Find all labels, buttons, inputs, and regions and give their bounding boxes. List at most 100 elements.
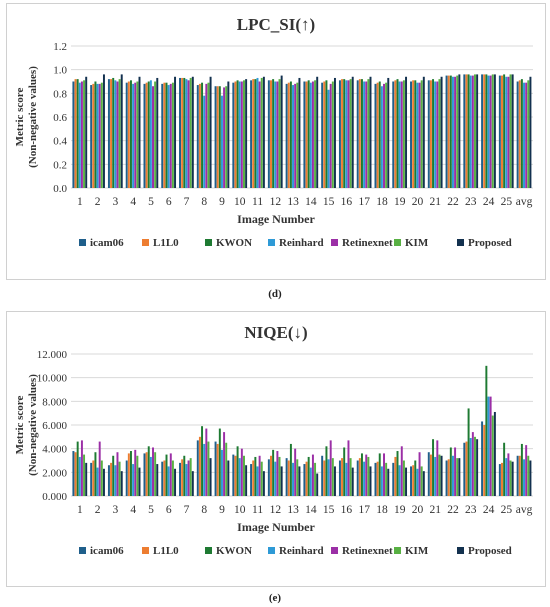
bar-kwon-10 (236, 80, 239, 188)
bar-retinexnet-3 (116, 452, 119, 496)
bar-kim-20 (420, 466, 423, 496)
bar-l1l0-21 (429, 454, 432, 496)
bar-kim-19 (402, 460, 405, 496)
subfigure-label-e: (e) (268, 592, 282, 604)
bar-reinhard-8 (203, 95, 206, 188)
bar-kim-25 (509, 74, 512, 188)
bar-kim-18 (385, 462, 388, 496)
bar-kim-avg (527, 80, 530, 188)
x-tick-label: 1 (77, 504, 83, 516)
bar-retinexnet-23 (471, 75, 474, 188)
legend-label-kim: KIM (405, 237, 429, 249)
bar-kim-10 (243, 80, 245, 188)
bar-icam06-5 (143, 83, 146, 188)
x-tick-label: 22 (447, 504, 459, 516)
bar-retinexnet-11 (258, 455, 261, 496)
bar-proposed-5 (156, 464, 159, 496)
y-axis-label: Metric score (14, 88, 26, 147)
bar-icam06-5 (143, 453, 146, 496)
bar-kim-13 (296, 459, 299, 496)
bar-l1l0-avg (518, 455, 521, 496)
bar-kwon-21 (432, 439, 435, 496)
bar-icam06-7 (179, 462, 181, 496)
bar-proposed-15 (333, 466, 336, 496)
bar-reinhard-24 (487, 396, 490, 496)
x-tick-label: 3 (113, 504, 119, 516)
bar-kwon-17 (360, 453, 363, 496)
bar-proposed-12 (280, 75, 283, 188)
bar-proposed-avg (529, 76, 532, 188)
bar-kim-7 (189, 77, 192, 188)
bar-retinexnet-10 (240, 448, 243, 496)
legend-label-reinhard: Reinhard (279, 237, 324, 249)
bar-retinexnet-16 (347, 80, 350, 188)
x-tick-label: 19 (394, 504, 406, 516)
bar-reinhard-17 (363, 81, 366, 188)
bar-reinhard-24 (487, 75, 490, 188)
bar-l1l0-16 (341, 79, 344, 188)
bar-reinhard-2 (96, 83, 99, 188)
bar-proposed-9 (227, 460, 230, 496)
bar-l1l0-15 (323, 81, 326, 188)
bar-kwon-13 (289, 81, 292, 188)
bar-l1l0-12 (270, 80, 272, 188)
bar-kwon-19 (396, 79, 399, 188)
bar-reinhard-21 (434, 81, 437, 188)
bar-proposed-12 (280, 466, 283, 496)
bar-l1l0-21 (429, 80, 432, 188)
bar-proposed-19 (405, 467, 408, 496)
bar-kwon-12 (272, 79, 275, 188)
x-tick-label: 14 (305, 504, 317, 516)
bar-proposed-22 (458, 74, 461, 188)
bar-reinhard-5 (149, 456, 152, 496)
y-tick-label: 0.000 (42, 491, 67, 503)
bar-retinexnet-5 (152, 86, 154, 188)
bar-kwon-avg (520, 79, 523, 188)
bar-kwon-14 (307, 80, 310, 188)
bar-icam06-25 (498, 464, 501, 496)
y-axis-label: (Non-negative values) (27, 374, 39, 476)
bar-kwon-21 (432, 79, 435, 188)
bar-proposed-1 (85, 462, 88, 496)
bar-proposed-16 (351, 76, 354, 188)
legend-swatch-kim (394, 547, 401, 554)
x-tick-label: 2 (95, 504, 101, 516)
bar-reinhard-6 (167, 85, 170, 188)
bar-reinhard-6 (167, 466, 170, 496)
bar-kim-12 (278, 456, 281, 496)
bar-kwon-15 (325, 446, 328, 496)
y-tick-label: 10.000 (37, 373, 68, 385)
bar-reinhard-2 (96, 467, 99, 496)
bar-icam06-12 (267, 459, 270, 496)
bar-icam06-1 (72, 451, 75, 496)
bar-reinhard-15 (327, 89, 330, 188)
bar-kim-25 (509, 460, 512, 496)
bar-kim-21 (438, 79, 441, 188)
bar-proposed-6 (174, 468, 177, 496)
bar-retinexnet-9 (223, 432, 226, 496)
bar-retinexnet-1 (80, 440, 83, 496)
bar-reinhard-23 (469, 75, 472, 188)
bar-icam06-13 (285, 458, 288, 496)
bar-kwon-3 (112, 455, 115, 496)
bar-icam06-13 (285, 83, 288, 188)
bar-icam06-12 (267, 80, 270, 188)
x-tick-label: 10 (234, 504, 246, 516)
y-axis-label: Metric score (14, 396, 26, 455)
bar-icam06-9 (214, 86, 217, 188)
x-tick-label: 21 (430, 196, 442, 208)
bar-icam06-7 (179, 77, 181, 188)
bar-reinhard-3 (114, 465, 117, 496)
bar-l1l0-12 (270, 455, 272, 496)
bar-reinhard-4 (132, 83, 135, 188)
bar-proposed-11 (262, 76, 265, 188)
x-axis-label: Image Number (237, 520, 315, 534)
bar-kim-9 (225, 86, 228, 188)
y-tick-label: 12.000 (37, 349, 68, 361)
bar-l1l0-24 (483, 425, 486, 496)
bar-retinexnet-11 (258, 81, 261, 188)
bar-kim-9 (225, 442, 228, 496)
bar-retinexnet-20 (418, 82, 421, 188)
bar-reinhard-1 (78, 456, 81, 496)
x-tick-label: 23 (465, 196, 477, 208)
